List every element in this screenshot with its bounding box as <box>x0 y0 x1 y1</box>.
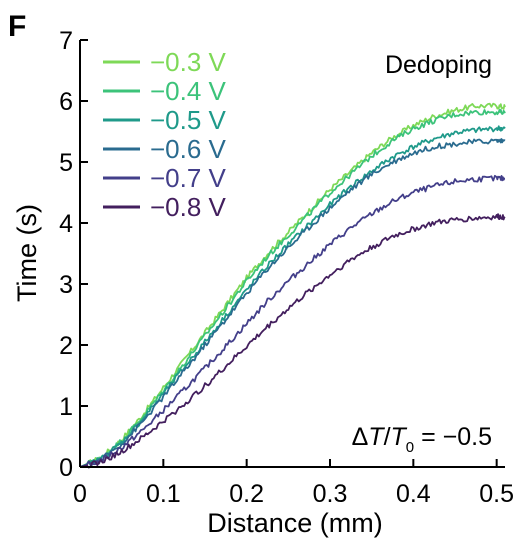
y-tick-label-3: 3 <box>59 271 73 299</box>
legend-label-2: −0.4 V <box>150 76 227 106</box>
y-tick-label-1: 1 <box>59 393 73 421</box>
y-axis-label: Time (s) <box>12 204 42 302</box>
x-tick-label-2: 0.2 <box>229 480 264 508</box>
series-line-6 <box>79 213 506 469</box>
annotation-dedoping: Dedoping <box>385 51 492 79</box>
legend-label-5: −0.7 V <box>150 163 227 193</box>
y-tick-label-5: 5 <box>59 149 73 177</box>
series-line-4 <box>79 138 506 468</box>
x-tick-label-5: 0.5 <box>479 480 514 508</box>
x-axis-label: Distance (mm) <box>207 508 383 538</box>
x-tick-label-1: 0.1 <box>146 480 181 508</box>
legend-label-4: −0.6 V <box>150 134 227 164</box>
x-tick-label-4: 0.4 <box>396 480 431 508</box>
x-tick-label-0: 0 <box>73 480 87 508</box>
y-tick-label-6: 6 <box>59 88 73 116</box>
y-tick-label-7: 7 <box>59 27 73 55</box>
legend-label-6: −0.8 V <box>150 192 227 222</box>
panel-letter: F <box>8 10 26 43</box>
series-line-1 <box>79 102 506 468</box>
legend-label-3: −0.5 V <box>150 105 227 135</box>
annotation-delta-symbol: Δ <box>352 423 369 451</box>
annotation-value: = −0.5 <box>414 423 492 451</box>
annotation-subscript: 0 <box>406 439 414 456</box>
plot-area: 0 1 2 3 4 5 6 7 0 0.1 0.2 0.3 0.4 0.5 −0.3 V−0.4 V−0.5… <box>59 27 514 508</box>
annotation-delta-t: ΔT/T0 = −0.5 <box>352 423 492 456</box>
series-line-5 <box>79 174 506 468</box>
x-tick-label-3: 0.3 <box>313 480 348 508</box>
annotation-t-denominator: T <box>391 423 408 451</box>
series-line-2 <box>79 108 506 468</box>
series-line-3 <box>79 125 506 468</box>
y-tick-label-0: 0 <box>59 454 73 482</box>
annotation-slash: / <box>384 423 391 451</box>
annotation-t-numerator: T <box>368 423 385 451</box>
y-tick-label-2: 2 <box>59 332 73 360</box>
legend-label-1: −0.3 V <box>150 47 227 77</box>
y-tick-label-4: 4 <box>59 210 73 238</box>
